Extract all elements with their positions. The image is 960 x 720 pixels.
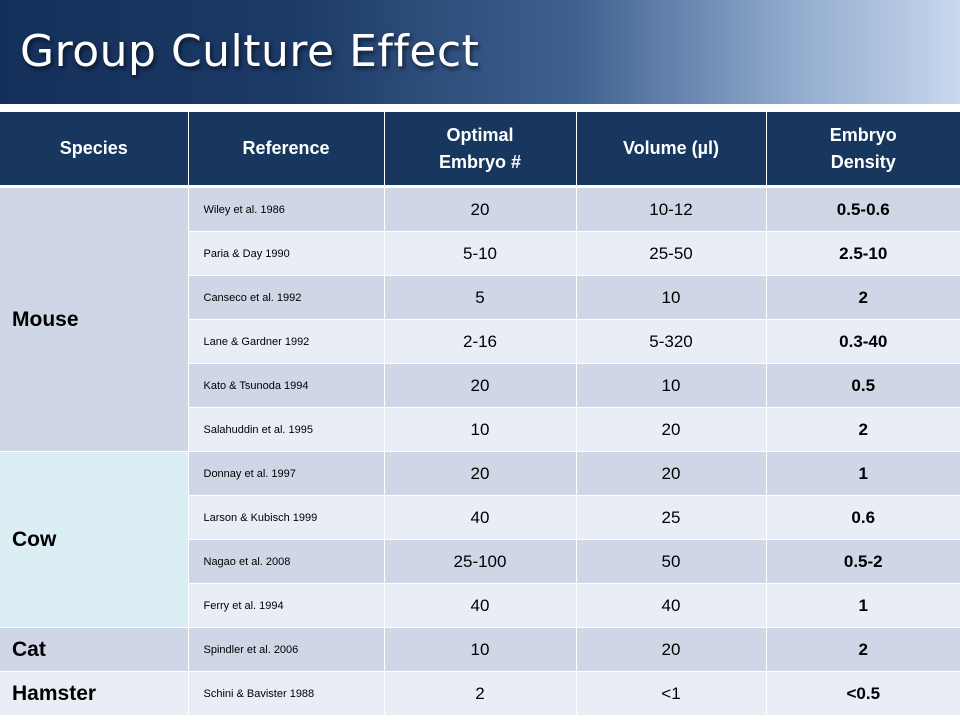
table-row: Cow Donnay et al. 1997 20 20 1 xyxy=(0,451,960,628)
volume-cell: 10 xyxy=(576,363,767,408)
optimal-embryo-cell: 2-16 xyxy=(384,319,577,364)
slide-title: Group Culture Effect xyxy=(20,26,480,77)
density-cell: 0.5-0.6 xyxy=(766,186,960,232)
volume-cell: 20 xyxy=(576,627,767,672)
table-row: Kato & Tsunoda 1994 20 10 0.5 xyxy=(0,363,960,408)
reference-cell: Lane & Gardner 1992 xyxy=(188,319,385,364)
density-cell: 2.5-10 xyxy=(766,231,960,276)
table-row: Cat Spindler et al. 2006 10 20 2 xyxy=(0,627,960,672)
header-species: Species xyxy=(0,112,189,188)
table-row: Salahuddin et al. 1995 10 20 2 xyxy=(0,407,960,452)
volume-cell: 50 xyxy=(576,539,767,584)
table-row: Ferry et al. 1994 40 40 1 xyxy=(0,583,960,628)
species-cell-mouse: Mouse xyxy=(0,186,189,452)
optimal-embryo-cell: 20 xyxy=(384,451,577,496)
density-cell: 0.6 xyxy=(766,495,960,540)
header-density-line1: Embryo xyxy=(829,125,897,146)
optimal-embryo-cell: 2 xyxy=(384,671,577,716)
volume-cell: 10-12 xyxy=(576,186,767,232)
volume-cell: 20 xyxy=(576,407,767,452)
header-density-line2: Density xyxy=(830,151,896,172)
optimal-embryo-cell: 25-100 xyxy=(384,539,577,584)
header-volume: Volume (µl) xyxy=(576,112,767,188)
reference-cell: Donnay et al. 1997 xyxy=(188,451,385,496)
header-embryo-density: Embryo Density xyxy=(766,112,960,188)
table-row: Mouse Wiley et al. 1986 20 10-12 0.5-0.6 xyxy=(0,186,960,452)
header-reference: Reference xyxy=(188,112,385,188)
table-row: Canseco et al. 1992 5 10 2 xyxy=(0,275,960,320)
optimal-embryo-cell: 5-10 xyxy=(384,231,577,276)
table-row: Paria & Day 1990 5-10 25-50 2.5-10 xyxy=(0,231,960,276)
species-cell-cow: Cow xyxy=(0,451,189,628)
volume-cell: 10 xyxy=(576,275,767,320)
volume-cell: 25-50 xyxy=(576,231,767,276)
reference-cell: Larson & Kubisch 1999 xyxy=(188,495,385,540)
table-row: Lane & Gardner 1992 2-16 5-320 0.3-40 xyxy=(0,319,960,364)
table-row: Larson & Kubisch 1999 40 25 0.6 xyxy=(0,495,960,540)
volume-cell: 25 xyxy=(576,495,767,540)
reference-cell: Canseco et al. 1992 xyxy=(188,275,385,320)
optimal-embryo-cell: 5 xyxy=(384,275,577,320)
reference-cell: Paria & Day 1990 xyxy=(188,231,385,276)
table-header-row: Species Reference Optimal Embryo # Volume… xyxy=(0,112,960,188)
density-cell: 1 xyxy=(766,451,960,496)
species-cell-cat: Cat xyxy=(0,627,189,672)
title-banner xyxy=(0,0,960,104)
reference-cell: Nagao et al. 2008 xyxy=(188,539,385,584)
optimal-embryo-cell: 20 xyxy=(384,186,577,232)
volume-cell: 40 xyxy=(576,583,767,628)
density-cell: 0.5 xyxy=(766,363,960,408)
optimal-embryo-cell: 10 xyxy=(384,407,577,452)
optimal-embryo-cell: 20 xyxy=(384,363,577,408)
volume-cell: 20 xyxy=(576,451,767,496)
density-cell: 2 xyxy=(766,275,960,320)
header-optimal-line1: Optimal xyxy=(446,125,514,146)
reference-cell: Salahuddin et al. 1995 xyxy=(188,407,385,452)
reference-cell: Spindler et al. 2006 xyxy=(188,627,385,672)
density-cell: 2 xyxy=(766,407,960,452)
density-cell: 2 xyxy=(766,627,960,672)
title-divider xyxy=(0,104,960,110)
header-optimal-embryo: Optimal Embryo # xyxy=(384,112,577,188)
table-row: Hamster Schini & Bavister 1988 2 <1 <0.5 xyxy=(0,671,960,716)
optimal-embryo-cell: 40 xyxy=(384,495,577,540)
species-cell-hamster: Hamster xyxy=(0,671,189,716)
reference-cell: Wiley et al. 1986 xyxy=(188,186,385,232)
optimal-embryo-cell: 10 xyxy=(384,627,577,672)
group-culture-table: Species Reference Optimal Embryo # Volume… xyxy=(0,112,960,716)
volume-cell: <1 xyxy=(576,671,767,716)
reference-cell: Ferry et al. 1994 xyxy=(188,583,385,628)
reference-cell: Kato & Tsunoda 1994 xyxy=(188,363,385,408)
optimal-embryo-cell: 40 xyxy=(384,583,577,628)
header-optimal-line2: Embryo # xyxy=(438,151,522,172)
density-cell: 0.3-40 xyxy=(766,319,960,364)
reference-cell: Schini & Bavister 1988 xyxy=(188,671,385,716)
density-cell: 0.5-2 xyxy=(766,539,960,584)
density-cell: <0.5 xyxy=(766,671,960,716)
table-row: Nagao et al. 2008 25-100 50 0.5-2 xyxy=(0,539,960,584)
density-cell: 1 xyxy=(766,583,960,628)
volume-cell: 5-320 xyxy=(576,319,767,364)
